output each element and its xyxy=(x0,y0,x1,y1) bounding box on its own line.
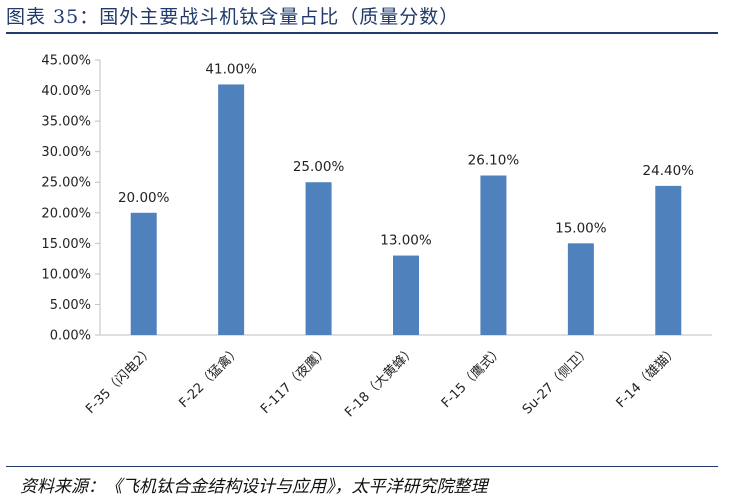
bar xyxy=(305,182,332,335)
y-tick-label: 20.00% xyxy=(41,206,91,221)
figure-title: 图表 35：国外主要战斗机钛含量占比（质量分数） xyxy=(6,6,460,28)
y-tick-label: 30.00% xyxy=(41,145,91,160)
x-category-label: F-15（鹰式） xyxy=(438,343,506,411)
x-category-label: F-117（夜鹰） xyxy=(257,343,331,417)
bar-data-label: 25.00% xyxy=(293,159,345,175)
y-axis: 0.00% 5.00% 10.00% 15.00% 20.00% 25.00% 30.00%… xyxy=(41,54,712,344)
y-tick-label: 15.00% xyxy=(41,237,91,252)
bar-data-label: 24.40% xyxy=(643,163,695,179)
y-tick-label: 25.00% xyxy=(41,176,91,191)
bar-data-label: 26.10% xyxy=(468,153,520,169)
bar-data-label: 13.00% xyxy=(380,233,432,249)
bar xyxy=(393,255,419,335)
y-tick-label: 45.00% xyxy=(41,54,91,69)
bar xyxy=(130,212,157,335)
x-axis-categories: F-35（闪电2） F-22（猛禽） F-117（夜鹰） F-18（大黄蜂） F-15（… xyxy=(83,343,681,421)
bar xyxy=(218,84,245,335)
bar-data-label: 20.00% xyxy=(118,190,170,206)
bar xyxy=(567,243,594,335)
x-category-label: F-18（大黄蜂） xyxy=(342,343,419,420)
y-tick-label: 0.00% xyxy=(50,329,91,344)
bar-data-label: 15.00% xyxy=(555,220,607,236)
bar-chart: 0.00% 5.00% 10.00% 15.00% 20.00% 25.00% 30.00%… xyxy=(41,54,712,421)
bar-data-label: 41.00% xyxy=(205,61,257,77)
title-divider xyxy=(6,32,718,34)
bar xyxy=(480,175,507,335)
source-note: 资料来源：《飞机钛合金结构设计与应用》，太平洋研究院整理 xyxy=(20,477,488,497)
x-category-label: F-22（猛禽） xyxy=(176,343,244,411)
y-tick-label: 40.00% xyxy=(41,84,91,99)
data-labels: 20.00% 41.00% 25.00% 13.00% 26.10% 15.00% 24.4… xyxy=(118,61,694,248)
source-divider xyxy=(6,466,718,467)
x-category-label: F-14（雄猫） xyxy=(614,343,682,411)
x-category-label: Su-27（侧卫） xyxy=(520,343,594,417)
y-tick-label: 5.00% xyxy=(50,298,91,313)
y-tick-label: 35.00% xyxy=(41,115,91,130)
bar xyxy=(655,185,682,335)
x-category-label: F-35（闪电2） xyxy=(83,343,157,417)
bars xyxy=(130,84,682,335)
y-tick-label: 10.00% xyxy=(41,267,91,282)
